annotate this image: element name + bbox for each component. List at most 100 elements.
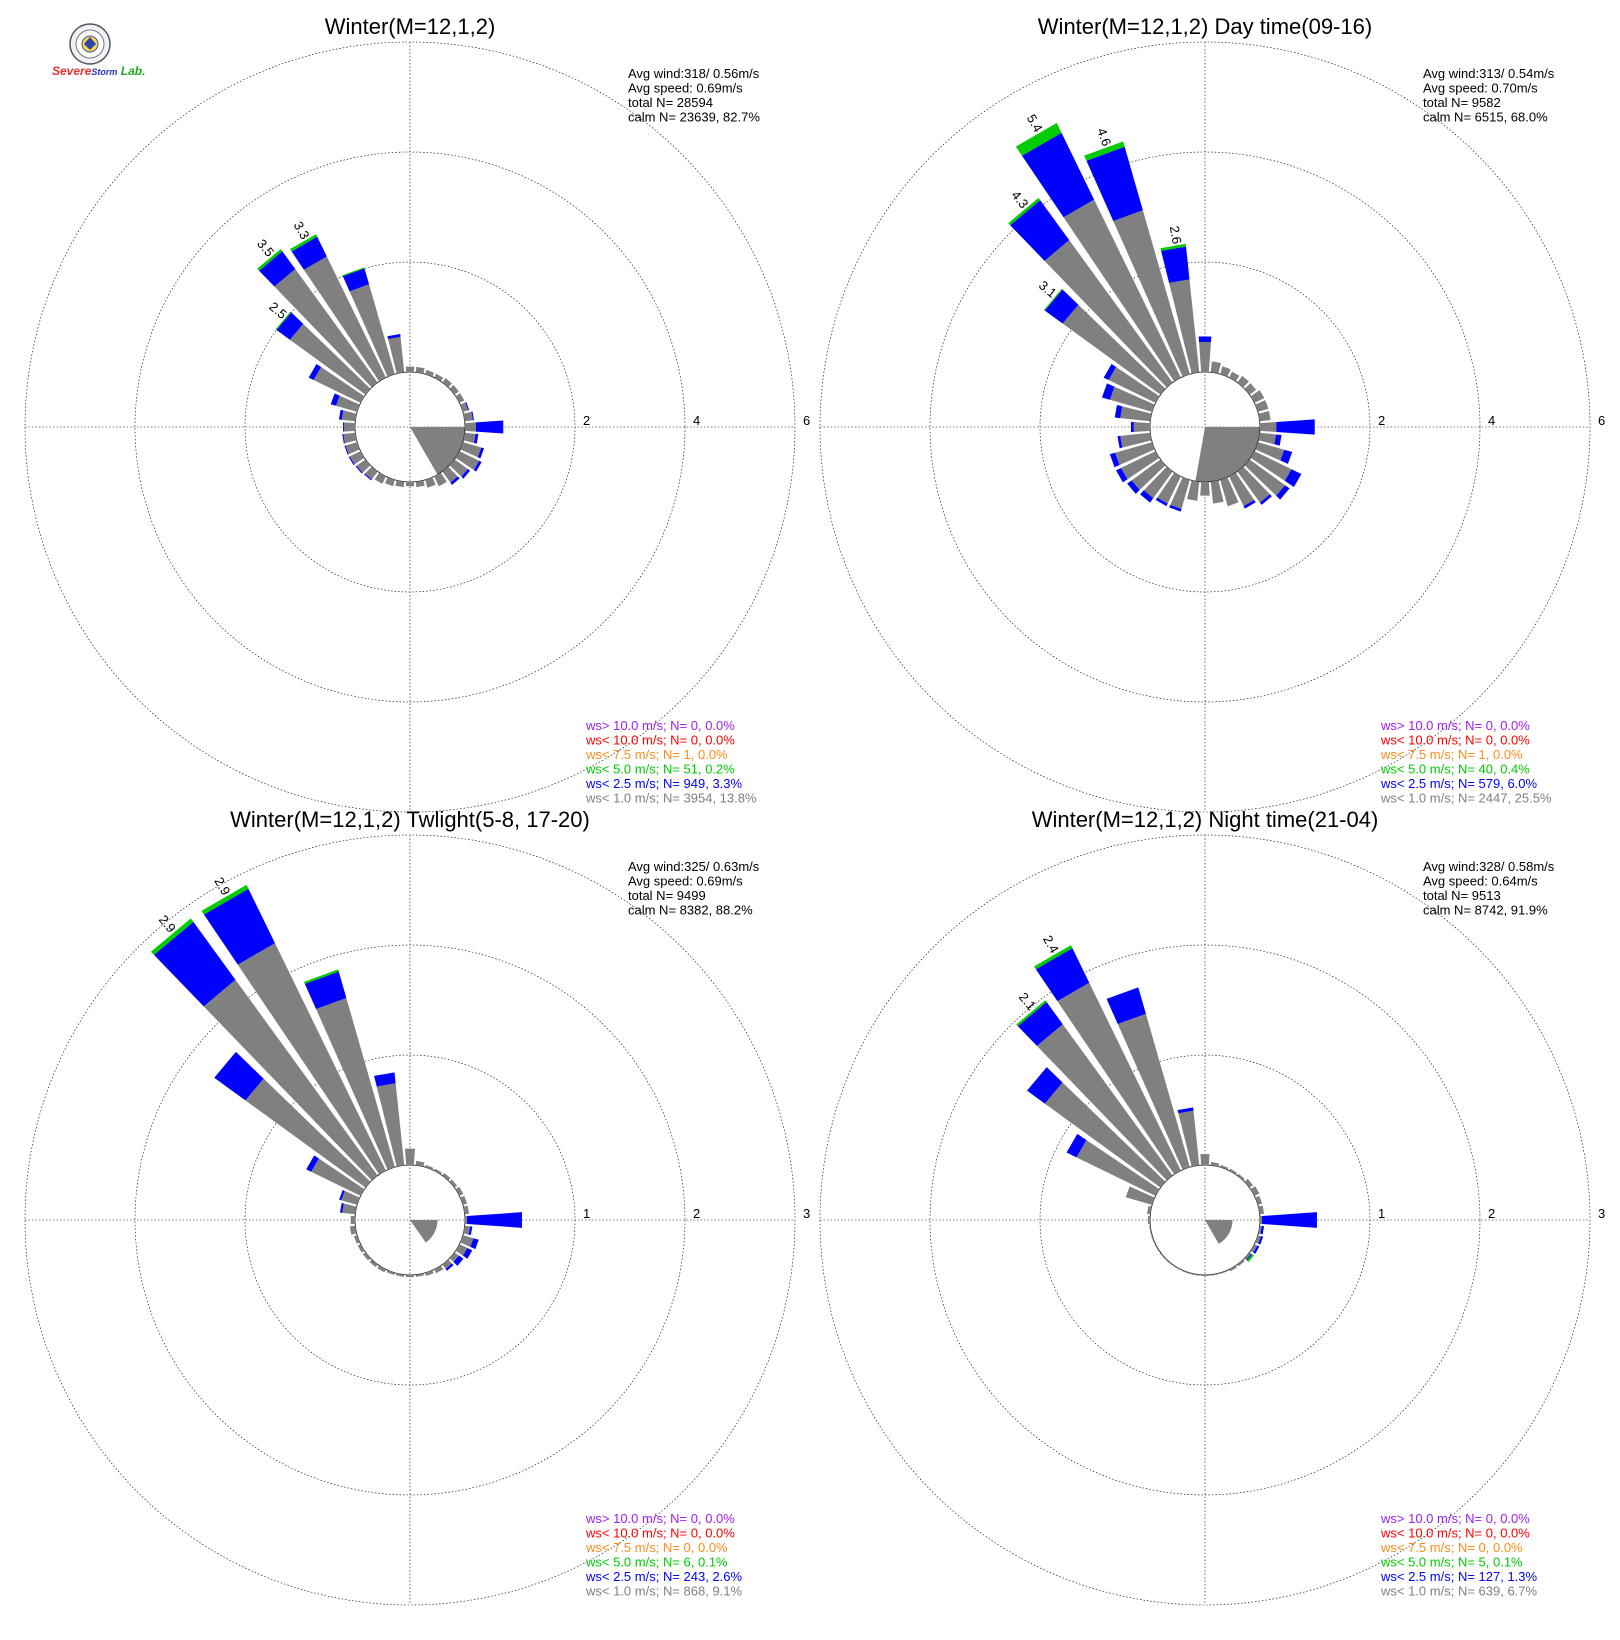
bar-segment-lt1 — [1063, 199, 1181, 382]
wind-direction-bar — [1250, 390, 1265, 403]
stat-line: calm N= 6515, 68.0% — [1423, 110, 1548, 125]
wind-direction-bar — [1237, 1173, 1245, 1181]
bar-segment-lt25 — [1086, 146, 1143, 221]
wind-direction-bar — [1258, 411, 1271, 422]
bar-segment-lt1 — [1131, 459, 1166, 491]
bar-segment-lt25 — [339, 1202, 344, 1213]
bar-segment-lt1 — [1255, 1195, 1263, 1205]
wind-direction-bar — [1201, 1274, 1209, 1276]
bar-segment-lt25 — [1116, 467, 1128, 483]
bar-segment-lt1 — [449, 459, 468, 477]
bar-segment-lt1 — [1182, 1270, 1190, 1274]
radial-tick-label: 1 — [583, 1206, 590, 1221]
bar-segment-lt25 — [1262, 1212, 1317, 1228]
bar-segment-lt1 — [1244, 1252, 1252, 1260]
wind-direction-bar — [344, 442, 360, 455]
bar-segment-lt1 — [1229, 1265, 1237, 1272]
bar-segment-lt25 — [259, 251, 296, 287]
bar-segment-lt1 — [1244, 383, 1257, 395]
bar-segment-lt50 — [1033, 945, 1073, 970]
bar-segment-lt1 — [455, 1186, 464, 1196]
bar-segment-lt25 — [343, 422, 345, 432]
bar-segment-lt25 — [1130, 421, 1134, 433]
bar-segment-lt25 — [154, 921, 236, 1007]
wind-direction-bar — [303, 969, 395, 1170]
bar-segment-lt1 — [1237, 466, 1270, 503]
bar-segment-lt25 — [1117, 435, 1123, 449]
bar-segment-lt1 — [442, 378, 453, 388]
panel-title: Winter(M=12,1,2) — [325, 14, 496, 39]
bar-segment-lt1 — [405, 481, 415, 487]
bar-total-label: 2.6 — [1167, 225, 1185, 245]
wind-direction-bar — [405, 1148, 415, 1166]
bar-segment-lt50 — [342, 267, 365, 277]
wind-direction-bar — [1169, 477, 1190, 512]
wind-direction-bar — [1103, 363, 1160, 403]
bar-segment-lt25 — [1169, 504, 1182, 512]
wind-direction-bar — [1250, 451, 1302, 487]
bar-segment-lt1 — [1220, 1165, 1229, 1170]
legend-entry: ws< 5.0 m/s; N= 5, 0.1% — [1380, 1555, 1523, 1570]
bar-segment-lt1 — [364, 466, 378, 480]
bar-segment-lt1 — [1220, 366, 1231, 377]
bar-segment-lt1 — [362, 1252, 371, 1261]
wind-direction-bar — [1244, 383, 1257, 395]
wind-direction-bar — [355, 459, 371, 474]
wind-direction-bar — [1191, 1273, 1200, 1276]
bar-segment-lt1 — [463, 1205, 470, 1215]
panel-title: Winter(M=12,1,2) Twlight(5-8, 17-20) — [230, 807, 590, 832]
stat-line: calm N= 23639, 82.7% — [628, 110, 760, 125]
legend-entry: ws< 2.5 m/s; N= 127, 1.3% — [1380, 1569, 1538, 1584]
wind-direction-bar — [455, 1244, 473, 1259]
bar-segment-lt1 — [1255, 1235, 1262, 1244]
bar-segment-lt1 — [1237, 1173, 1245, 1181]
legend-entry: ws< 1.0 m/s; N= 868, 9.1% — [585, 1584, 743, 1599]
wind-direction-bar — [464, 1212, 522, 1228]
bar-segment-lt25 — [355, 465, 363, 474]
bar-segment-lt1 — [434, 1265, 444, 1274]
bar-segment-lt1 — [460, 442, 482, 458]
legend-entry: ws< 7.5 m/s; N= 1, 0.0% — [1380, 747, 1523, 762]
wind-direction-bar — [1259, 419, 1315, 435]
bar-segment-lt1 — [341, 410, 357, 422]
wind-direction-bar — [1255, 1195, 1263, 1205]
wind-direction-bar — [455, 451, 482, 472]
bar-segment-lt1 — [356, 459, 371, 473]
severe-storm-lab-logo: SevereStorm Lab. — [50, 22, 150, 82]
bar-segment-lt1 — [1200, 1154, 1210, 1166]
wind-direction-bar — [1101, 383, 1155, 412]
wind-direction-bar — [1117, 432, 1152, 449]
bar-segment-lt25 — [1010, 200, 1070, 261]
wind-direction-bar — [1244, 1178, 1254, 1188]
wind-direction-bar — [1250, 1244, 1260, 1254]
wind-direction-bar: 4.6 — [1084, 126, 1190, 377]
bar-segment-lt1 — [1220, 477, 1239, 507]
wind-direction-bar — [1116, 451, 1160, 483]
bar-segment-lt25 — [1101, 383, 1115, 400]
legend-entry: ws< 1.0 m/s; N= 639, 6.7% — [1380, 1584, 1538, 1599]
legend-entry: ws< 10.0 m/s; N= 0, 0.0% — [585, 1526, 735, 1541]
bar-segment-lt1 — [1191, 1273, 1200, 1276]
stat-line: Avg wind:328/ 0.58m/s — [1423, 859, 1555, 874]
calm-wedge — [410, 427, 465, 475]
legend-entry: ws< 2.5 m/s; N= 579, 6.0% — [1380, 776, 1538, 791]
bar-segment-lt25 — [1276, 485, 1290, 500]
legend-entry: ws< 7.5 m/s; N= 0, 0.0% — [1380, 1540, 1523, 1555]
bar-segment-lt25 — [461, 469, 471, 479]
wind-direction-bar — [1147, 1205, 1152, 1215]
legend-entry: ws< 10.0 m/s; N= 0, 0.0% — [585, 733, 735, 748]
bar-segment-lt1 — [415, 1160, 425, 1167]
bar-segment-lt25 — [330, 393, 340, 406]
wind-direction-bar — [1106, 987, 1190, 1170]
bar-segment-lt1 — [1113, 210, 1190, 377]
bar-segment-lt1 — [1244, 459, 1286, 496]
wind-direction-bar — [1255, 442, 1293, 464]
bar-segment-lt1 — [449, 1179, 458, 1188]
bar-segment-lt25 — [473, 460, 482, 472]
bar-segment-lt25 — [1066, 1133, 1087, 1158]
bar-segment-lt25 — [338, 409, 344, 420]
bar-segment-lt1 — [1170, 477, 1190, 509]
wind-direction-bar — [1130, 421, 1151, 433]
legend-entry: ws> 10.0 m/s; N= 0, 0.0% — [1380, 1511, 1530, 1526]
bar-segment-lt1 — [384, 477, 395, 487]
